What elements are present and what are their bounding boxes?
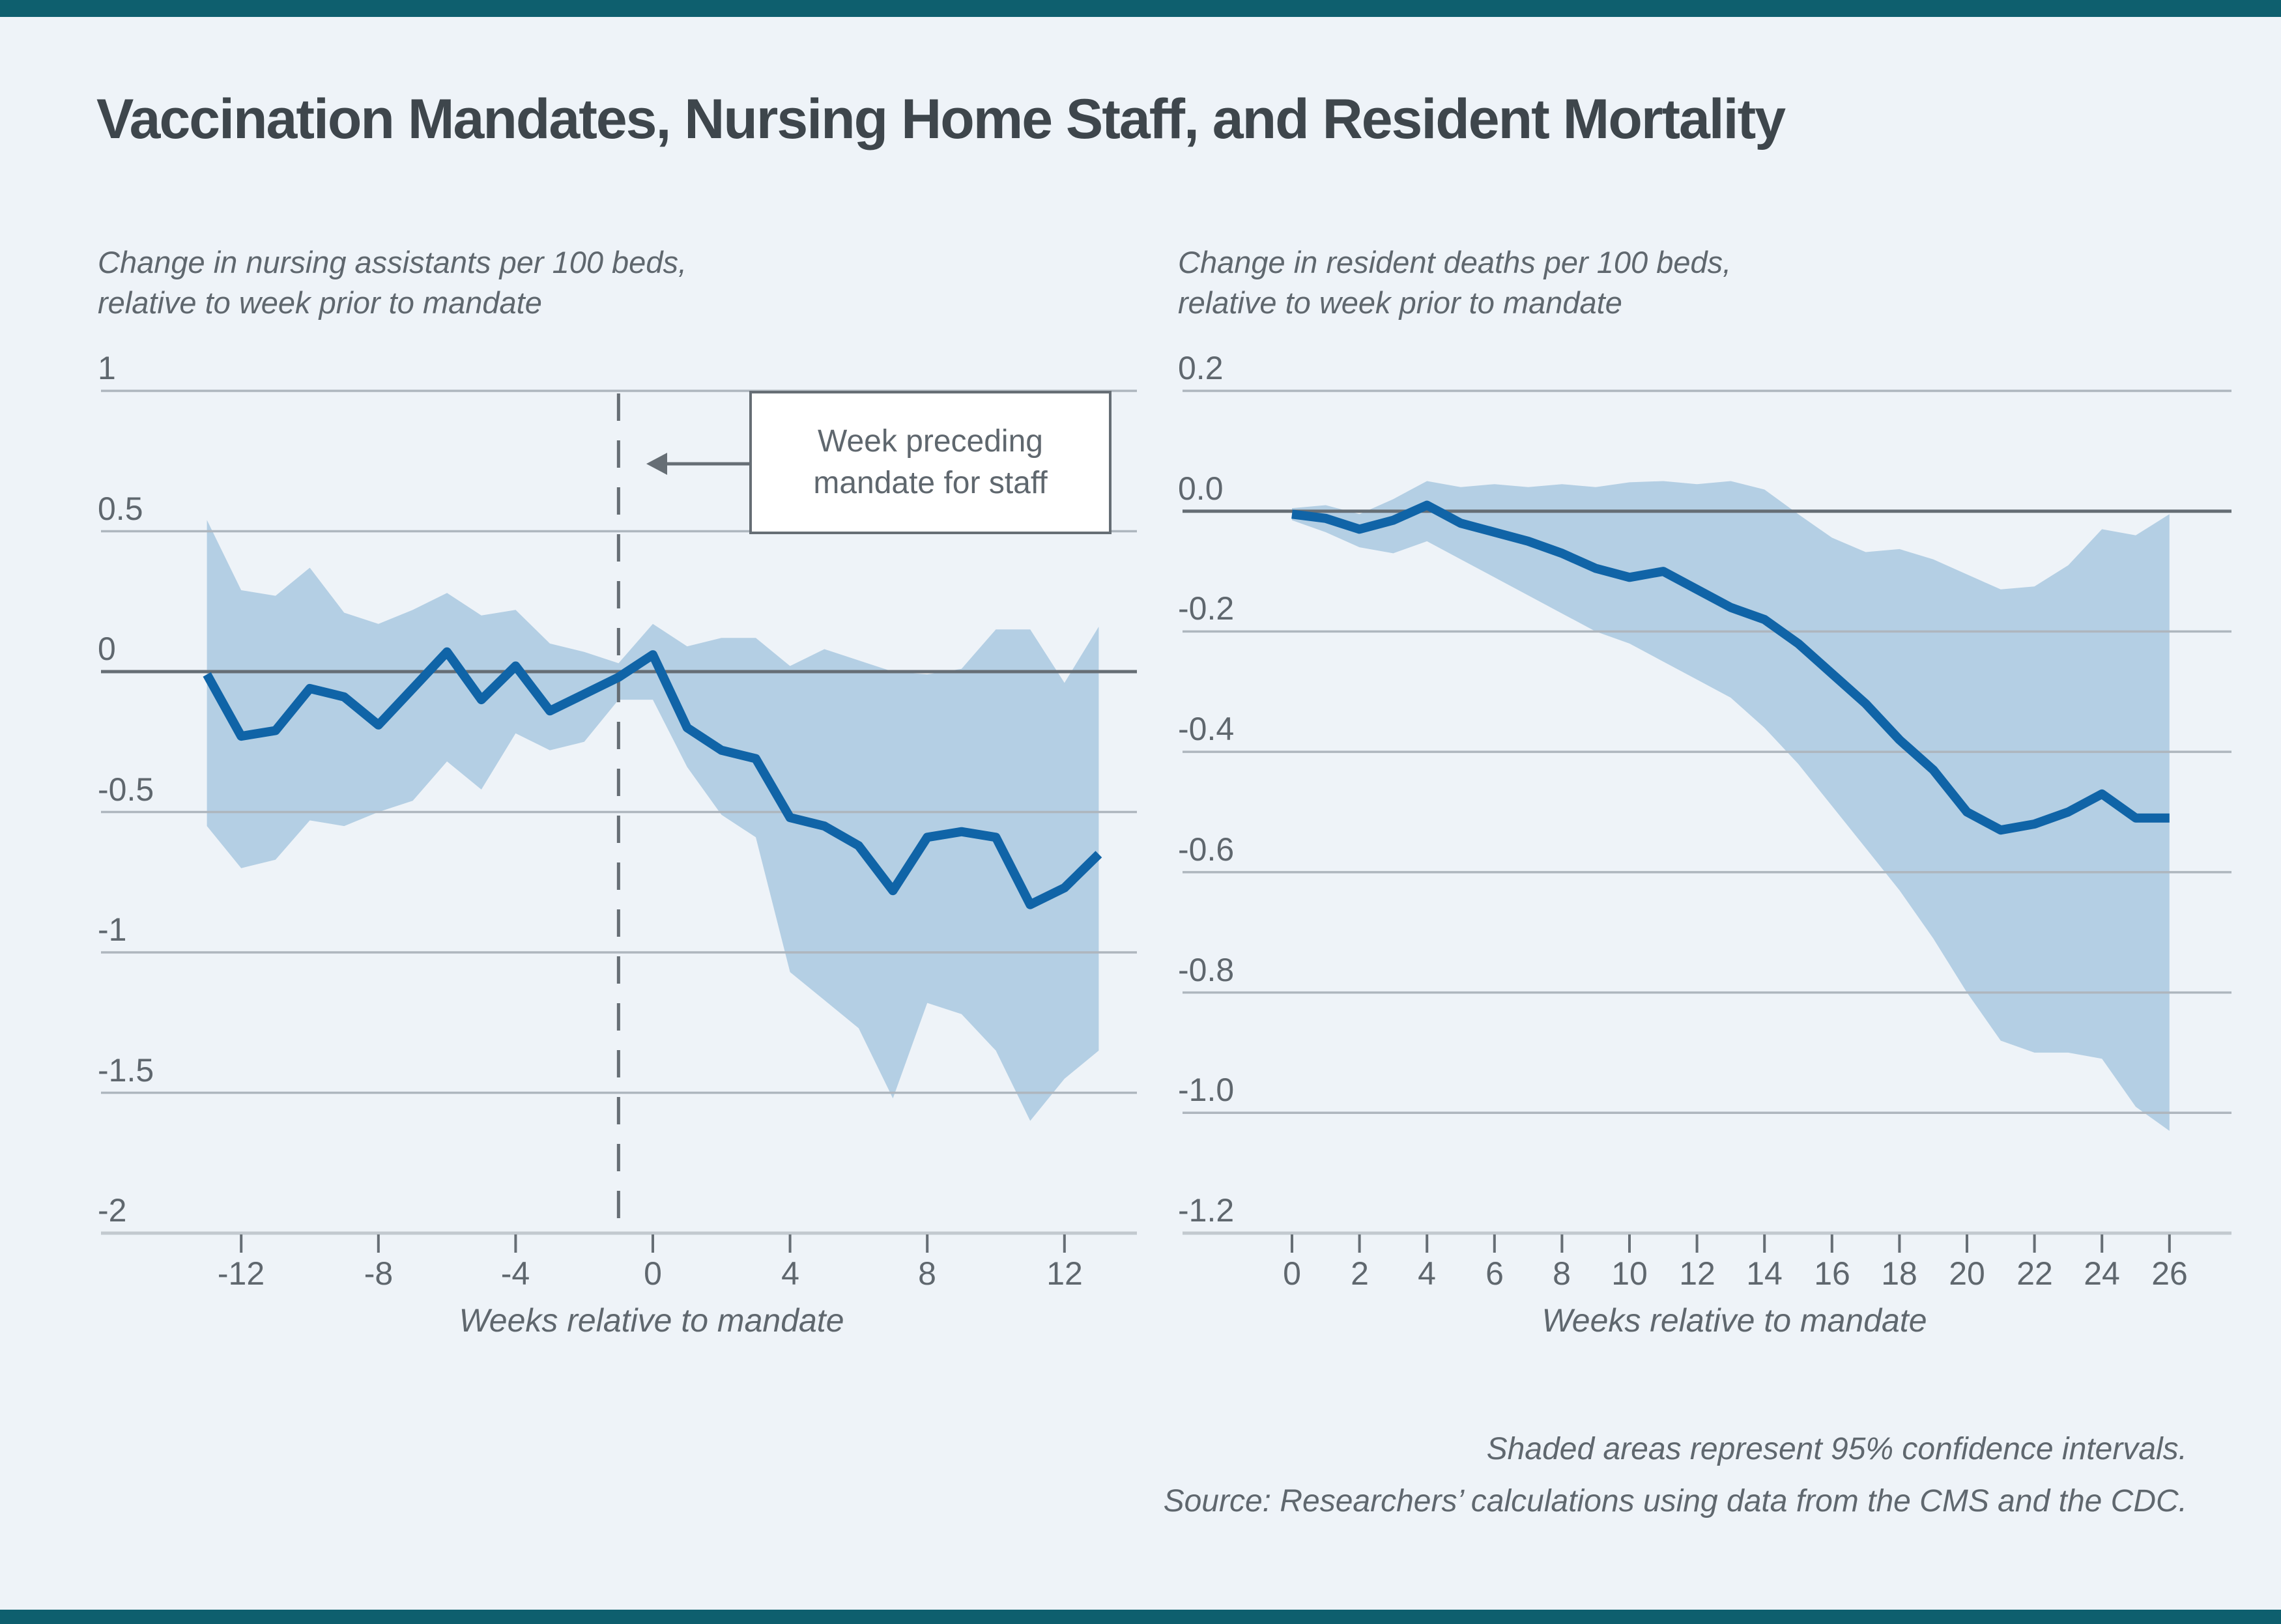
x-tick-label: 2	[1351, 1255, 1369, 1292]
x-tick-label: 4	[1418, 1255, 1436, 1292]
x-tick-label: 8	[918, 1255, 936, 1292]
x-tick-label: 8	[1553, 1255, 1571, 1292]
x-tick-label: 22	[2016, 1255, 2053, 1292]
annotation-line1: Week preceding	[818, 424, 1043, 459]
x-tick-label: 18	[1881, 1255, 1917, 1292]
y-tick-label: -0.2	[1178, 590, 1235, 627]
x-tick-label: 0	[1283, 1255, 1301, 1292]
x-tick-label: 10	[1611, 1255, 1648, 1292]
y-tick-label: -1	[98, 911, 127, 948]
x-tick-label: 4	[781, 1255, 799, 1292]
x-tick-label: -12	[217, 1255, 265, 1292]
footer-note: Shaded areas represent 95% confidence in…	[1486, 1432, 2187, 1466]
left-chart-subtitle-line1: Change in nursing assistants per 100 bed…	[98, 245, 687, 279]
right-x-axis-label: Weeks relative to mandate	[1542, 1302, 1927, 1339]
y-tick-label: -1.5	[98, 1052, 154, 1089]
confidence-band	[207, 520, 1099, 1121]
x-tick-label: 20	[1949, 1255, 1985, 1292]
right-chart-subtitle-line1: Change in resident deaths per 100 beds,	[1178, 245, 1732, 279]
x-tick-label: 16	[1814, 1255, 1850, 1292]
nursing-assistants-line	[203, 647, 1102, 909]
y-tick-label: 0.0	[1178, 470, 1224, 507]
x-tick-label: 0	[644, 1255, 662, 1292]
left-x-axis-label: Weeks relative to mandate	[459, 1302, 844, 1339]
y-tick-label: -0.8	[1178, 952, 1235, 988]
y-tick-label: -1.2	[1178, 1192, 1235, 1229]
annotation-box: Week preceding mandate for staff	[749, 391, 1112, 534]
resident-deaths-line	[1291, 500, 2170, 835]
x-tick-label: 14	[1746, 1255, 1783, 1292]
bottom-accent-bar	[0, 1610, 2281, 1624]
figure-title: Vaccination Mandates, Nursing Home Staff…	[96, 88, 1786, 150]
left-chart-subtitle-line2: relative to week prior to mandate	[98, 285, 542, 320]
y-tick-label: -0.6	[1178, 831, 1235, 868]
y-tick-label: 0.2	[1178, 350, 1224, 386]
y-tick-label: -0.5	[98, 771, 154, 808]
x-tick-label: 24	[2084, 1255, 2120, 1292]
x-tick-label: -8	[364, 1255, 394, 1292]
y-tick-label: 1	[98, 350, 116, 386]
y-tick-label: -0.4	[1178, 711, 1235, 747]
confidence-band	[1292, 481, 2170, 1131]
x-tick-label: 12	[1679, 1255, 1715, 1292]
y-tick-label: -1.0	[1178, 1072, 1235, 1108]
footer-source: Source: Researchers’ calculations using …	[1163, 1484, 2187, 1518]
y-tick-label: 0	[98, 631, 116, 667]
x-tick-label: 26	[2151, 1255, 2188, 1292]
x-tick-label: 6	[1485, 1255, 1504, 1292]
top-accent-bar	[0, 0, 2281, 17]
right-chart-subtitle-line2: relative to week prior to mandate	[1178, 285, 1622, 320]
annotation-line2: mandate for staff	[813, 466, 1048, 500]
annotation-arrowhead	[646, 453, 667, 475]
y-tick-label: 0.5	[98, 491, 143, 527]
x-tick-label: -4	[500, 1255, 530, 1292]
y-tick-label: -2	[98, 1192, 127, 1229]
x-tick-label: 12	[1046, 1255, 1083, 1292]
